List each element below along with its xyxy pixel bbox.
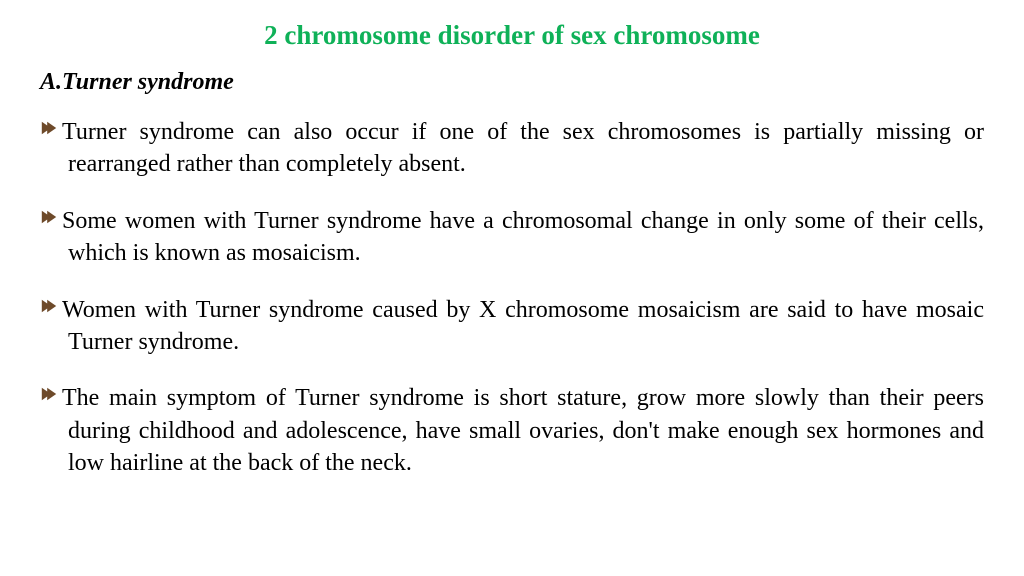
arrow-right-icon [40,297,58,315]
arrow-right-icon [40,119,58,137]
bullet-text: The main symptom of Turner syndrome is s… [68,382,984,479]
list-item: Turner syndrome can also occur if one of… [40,116,984,181]
bullet-text: Some women with Turner syndrome have a c… [68,205,984,270]
arrow-right-icon [40,208,58,226]
bullet-text: Turner syndrome can also occur if one of… [68,116,984,181]
list-item: Women with Turner syndrome caused by X c… [40,294,984,359]
slide-subtitle: A.Turner syndrome [40,69,984,96]
slide-title: 2 chromosome disorder of sex chromosome [40,20,984,51]
list-item: Some women with Turner syndrome have a c… [40,205,984,270]
arrow-right-icon [40,385,58,403]
bullet-text: Women with Turner syndrome caused by X c… [68,294,984,359]
bullet-list: Turner syndrome can also occur if one of… [40,116,984,480]
list-item: The main symptom of Turner syndrome is s… [40,382,984,479]
